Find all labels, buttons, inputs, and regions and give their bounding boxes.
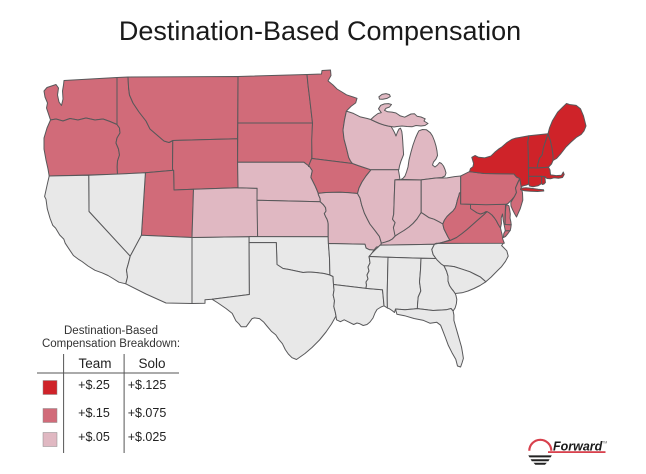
svg-text:+$.05: +$.05 — [78, 430, 110, 444]
svg-text:Destination-Based: Destination-Based — [64, 325, 158, 337]
svg-text:Solo: Solo — [138, 356, 165, 371]
svg-text:+$.15: +$.15 — [78, 406, 110, 420]
svg-text:+$.25: +$.25 — [78, 378, 110, 392]
svg-text:Compensation Breakdown:: Compensation Breakdown: — [42, 338, 180, 350]
svg-text:+$.025: +$.025 — [128, 430, 167, 444]
svg-text:Team: Team — [78, 356, 111, 371]
svg-text:+$.075: +$.075 — [128, 406, 167, 420]
svg-text:+$.125: +$.125 — [128, 378, 167, 392]
svg-text:TM: TM — [602, 441, 607, 445]
svg-text:Forward: Forward — [553, 440, 603, 454]
svg-text:Destination-Based Compensation: Destination-Based Compensation — [119, 16, 521, 46]
